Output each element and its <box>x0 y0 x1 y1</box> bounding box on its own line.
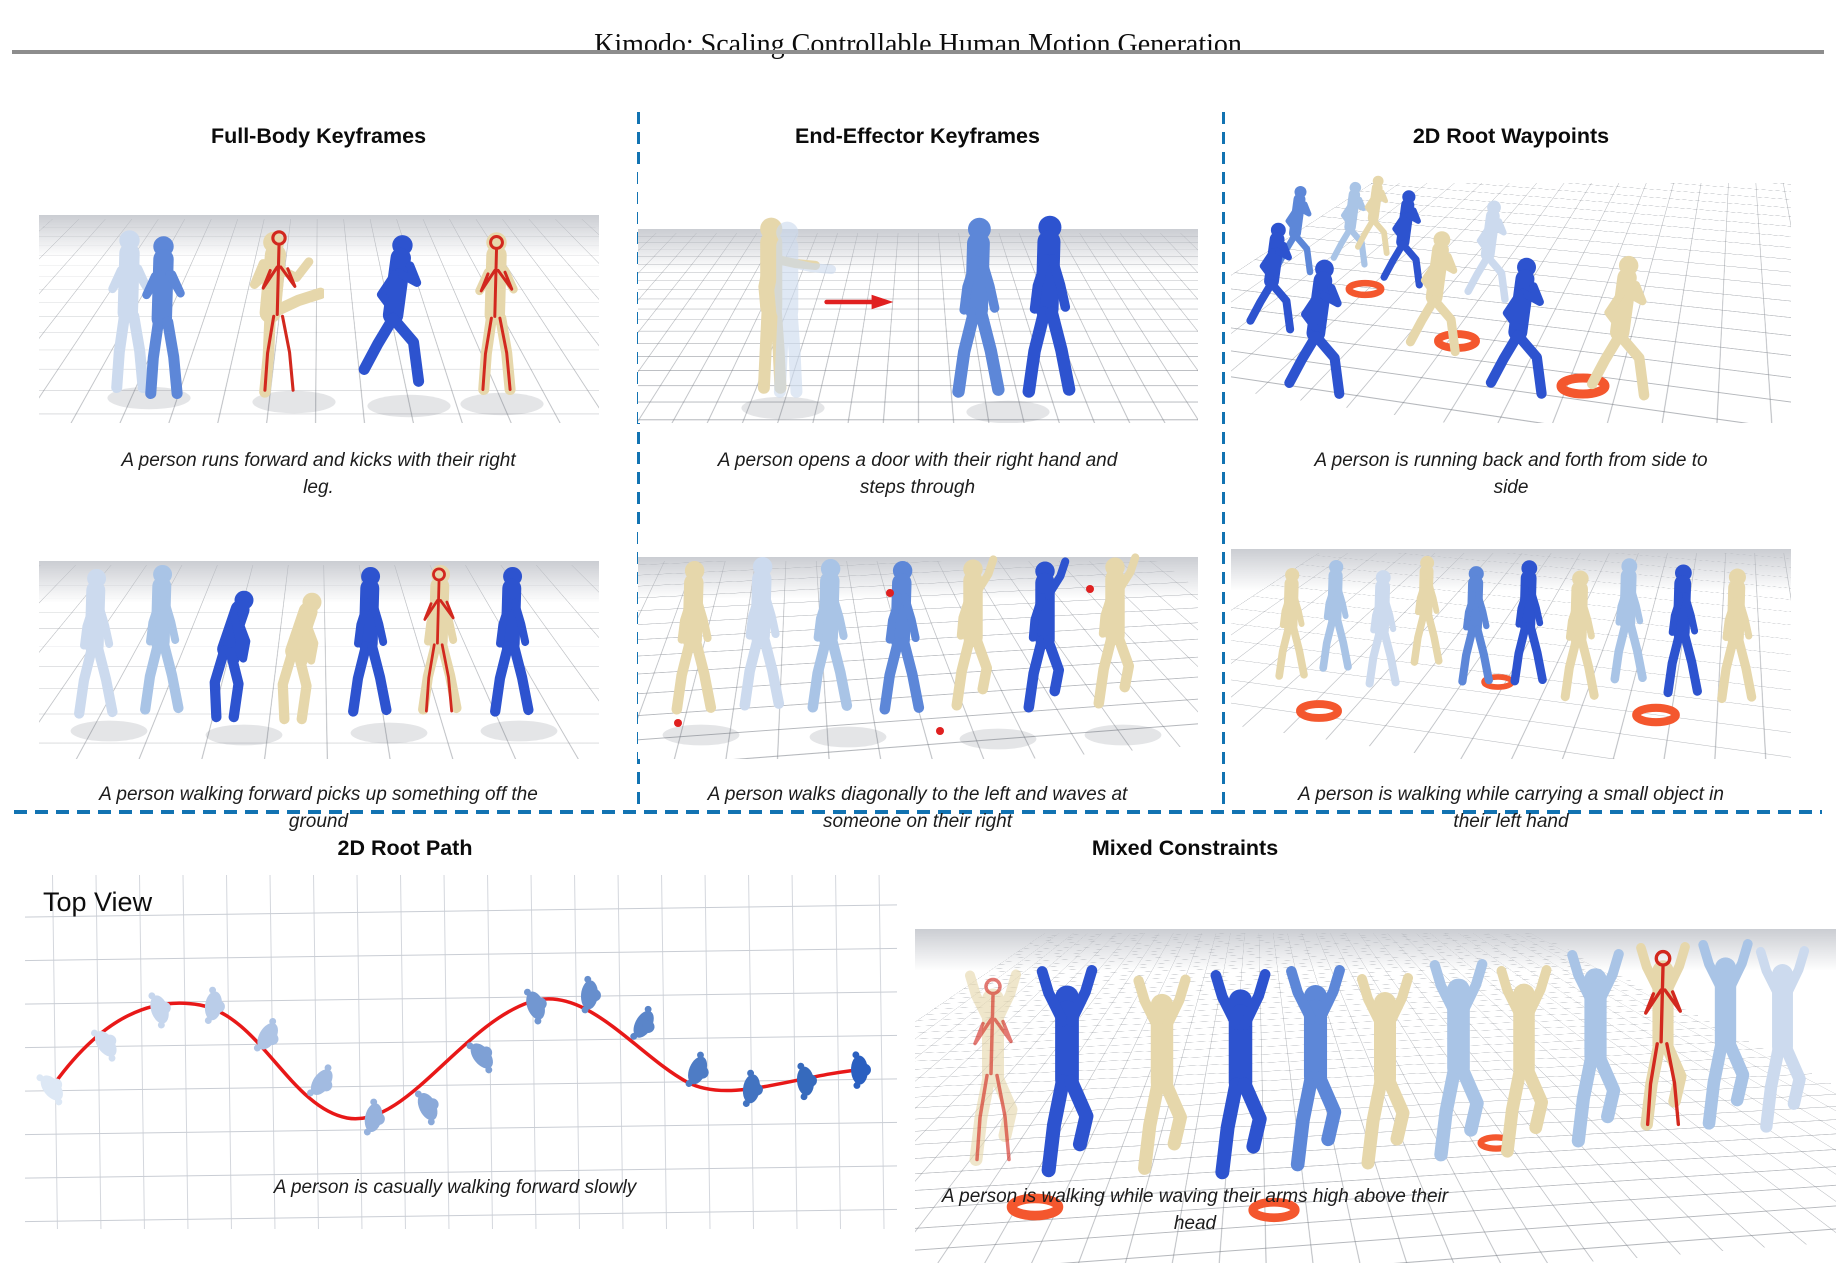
full-body-top-illustration <box>39 167 599 423</box>
waypoints-top-illustration <box>1231 167 1791 423</box>
heading-2d-root-waypoints: 2D Root Waypoints <box>1413 124 1609 149</box>
full-body-bottom-illustration <box>39 527 599 759</box>
block-2d-root-path: 2D Root Path Top View A person is casual… <box>25 826 897 1229</box>
caption-2d-root-path: A person is casually walking forward slo… <box>75 1175 835 1202</box>
caption-mixed-constraints: A person is walking while waving their a… <box>925 1184 1465 1238</box>
column-full-body-keyframes: Full-Body Keyframes A person runs forwar… <box>12 108 625 887</box>
end-effector-bottom-illustration <box>638 527 1198 759</box>
heading-2d-root-path: 2D Root Path <box>25 836 785 861</box>
top-section: Full-Body Keyframes A person runs forwar… <box>12 108 1812 812</box>
heading-full-body-keyframes: Full-Body Keyframes <box>211 124 426 149</box>
block-mixed-constraints: Mixed Constraints A person is walking wh… <box>915 826 1836 1263</box>
root-path-illustration: Top View A person is casually walking fo… <box>25 875 897 1229</box>
figure-title: Kimodo: Scaling Controllable Human Motio… <box>0 29 1836 61</box>
column-end-effector-keyframes: End-Effector Keyframes A person opens a … <box>625 108 1210 887</box>
heading-mixed-constraints: Mixed Constraints <box>915 836 1455 861</box>
mixed-constraints-illustration: A person is walking while waving their a… <box>915 875 1836 1263</box>
column-2d-root-waypoints: 2D Root Waypoints A person is running ba <box>1210 108 1812 887</box>
waypoint-marker <box>1300 704 1338 718</box>
caption-full-body-1: A person runs forward and kicks with the… <box>104 442 534 508</box>
caption-end-effector-1: A person opens a door with their right h… <box>703 442 1133 508</box>
caption-waypoints-1: A person is running back and forth from … <box>1296 442 1726 508</box>
end-effector-top-illustration <box>638 167 1198 423</box>
waypoints-bottom-illustration <box>1231 527 1791 759</box>
waypoint-marker <box>1636 708 1676 722</box>
title-rule <box>12 50 1824 54</box>
waypoint-marker <box>1349 283 1381 295</box>
heading-end-effector-keyframes: End-Effector Keyframes <box>795 124 1040 149</box>
